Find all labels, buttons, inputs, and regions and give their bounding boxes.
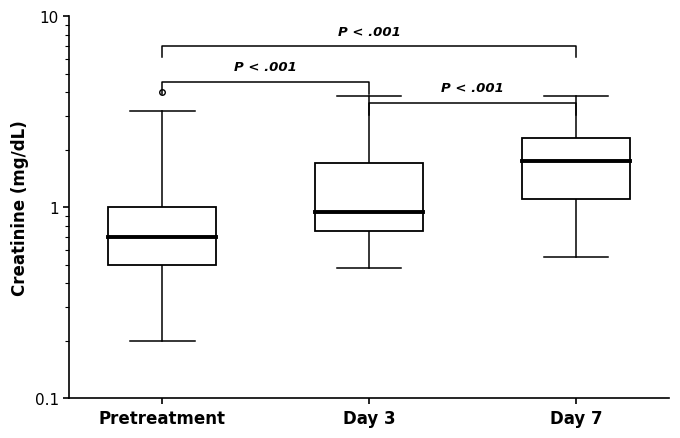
Y-axis label: Creatinine (mg/dL): Creatinine (mg/dL) [11,120,29,296]
Bar [522,139,630,200]
Text: P < .001: P < .001 [441,81,504,95]
Text: P < .001: P < .001 [337,26,401,39]
Bar [109,208,216,265]
Text: P < .001: P < .001 [234,61,297,74]
Bar [316,164,423,232]
